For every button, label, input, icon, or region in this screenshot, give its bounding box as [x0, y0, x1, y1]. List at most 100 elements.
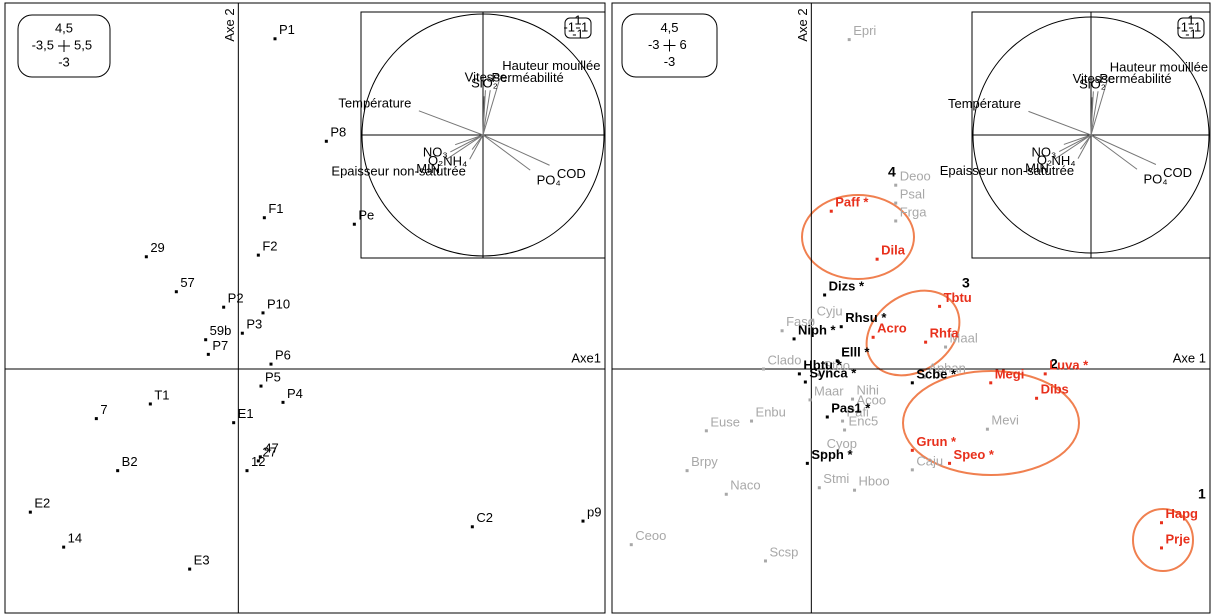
loading-arrow	[455, 134, 484, 146]
loading-label: Perméabilité	[492, 70, 564, 85]
point-label: P8	[330, 125, 346, 140]
point	[206, 352, 210, 356]
group-ellipse	[1132, 508, 1194, 572]
point-label: Elll *	[841, 344, 870, 359]
point-label: Niph *	[798, 322, 836, 337]
point-label: Maar	[814, 383, 844, 398]
loading-label: Perméabilité	[1099, 71, 1171, 86]
point-label: P5	[265, 370, 281, 385]
inset-scale-box	[564, 17, 592, 39]
loading-label: MIN	[1025, 160, 1049, 175]
point	[839, 325, 843, 329]
point-label: P3	[246, 317, 262, 332]
point-label: Mevi	[991, 413, 1019, 428]
point	[269, 362, 273, 366]
point	[750, 419, 754, 423]
point	[811, 318, 815, 322]
point	[148, 402, 152, 406]
point-label: Dibs	[1041, 382, 1069, 397]
loading-arrow	[1090, 134, 1138, 170]
point-label: E2	[34, 496, 50, 511]
point	[258, 455, 262, 459]
point	[989, 381, 993, 385]
loading-label: SiO₂	[471, 76, 498, 91]
point	[847, 38, 851, 42]
point	[28, 510, 32, 514]
point	[803, 380, 807, 384]
point-label: 27	[262, 444, 276, 459]
point-label: P7	[212, 338, 228, 353]
point-label: P2	[228, 291, 244, 306]
point	[817, 373, 821, 377]
point-label: Frga	[900, 204, 928, 219]
loading-arrow	[1090, 79, 1108, 136]
point	[792, 337, 796, 341]
point	[843, 428, 847, 432]
point	[821, 451, 825, 455]
point-label: Hbtu *	[803, 357, 842, 372]
point	[910, 468, 914, 472]
point-label: Acro	[877, 321, 907, 336]
point	[825, 415, 829, 419]
point-label: Rhfa	[930, 326, 960, 341]
point	[851, 407, 855, 411]
point-label: Hboo	[859, 474, 890, 489]
loading-arrow	[482, 96, 485, 136]
point	[259, 384, 263, 388]
loading-label: NH₄	[443, 153, 467, 168]
point-label: Prje	[1165, 531, 1190, 546]
y-axis-label: Axe 2	[795, 8, 810, 41]
point	[273, 37, 277, 41]
group-number: 3	[962, 275, 970, 291]
point-label: B2	[122, 454, 138, 469]
point-label: Aphan	[928, 361, 966, 376]
loading-arrow	[1090, 97, 1093, 136]
point-label: Hapg	[1165, 506, 1198, 521]
point-label: Pafi	[847, 404, 870, 419]
y-axis-label: Axe 2	[222, 8, 237, 41]
point	[470, 525, 474, 529]
inset-scale-label: -1	[1176, 19, 1188, 34]
inset-scale-label: -1	[1185, 26, 1197, 41]
point-label: P10	[267, 296, 290, 311]
point-label: Maal	[950, 330, 978, 345]
point-label: P4	[287, 386, 303, 401]
point	[851, 397, 855, 401]
point	[581, 519, 585, 523]
point-label: Rhsu *	[845, 310, 887, 325]
point-label: 29	[150, 240, 164, 255]
loading-arrow	[482, 90, 491, 136]
x-tick-label: 6	[680, 37, 687, 52]
loading-arrow	[1058, 134, 1092, 152]
group-ellipse	[865, 289, 961, 377]
loading-label: SiO₂	[1079, 77, 1106, 92]
loading-arrow	[450, 134, 484, 153]
point	[262, 216, 266, 220]
point-label: P1	[279, 22, 295, 37]
point	[875, 257, 879, 261]
point-label: Pe	[358, 208, 374, 223]
x-axis-label: Axe1	[571, 350, 601, 365]
point-label: 47	[264, 440, 278, 455]
point-label: p9	[587, 505, 601, 520]
loading-label: Hauteur mouillée	[502, 58, 600, 73]
point	[805, 461, 809, 465]
point-label: Enbu	[756, 404, 786, 419]
loading-arrow	[482, 77, 501, 136]
group-number: 1	[1198, 486, 1206, 502]
loading-label: O₂	[1037, 153, 1052, 168]
point	[324, 139, 328, 143]
point	[174, 290, 178, 294]
point	[808, 398, 812, 402]
point-label: Psal	[900, 187, 925, 202]
loading-arrow	[1077, 134, 1092, 159]
point	[948, 461, 952, 465]
scale-box	[621, 13, 718, 78]
point-label: Dila	[881, 243, 906, 258]
loading-label: MIN	[416, 161, 440, 176]
point-label: Enc5	[849, 413, 879, 428]
point	[797, 372, 801, 376]
point-label: T1	[154, 387, 169, 402]
point	[1043, 372, 1047, 376]
y-tick-label: -3	[664, 54, 676, 69]
